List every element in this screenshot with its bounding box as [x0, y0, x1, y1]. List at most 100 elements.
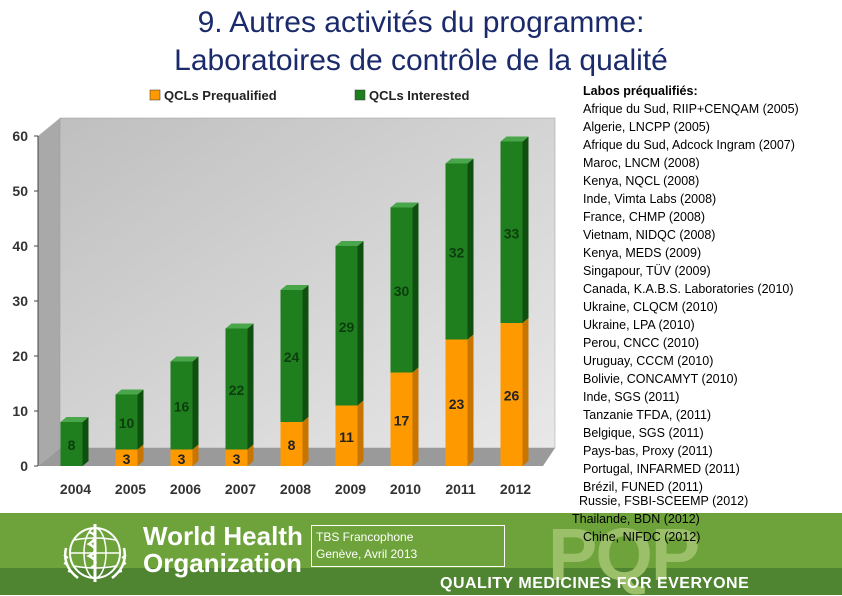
- lab-item: Uruguay, CCCM (2010): [583, 354, 714, 368]
- bar-prequalified-front: [170, 449, 193, 466]
- bar-interested-top: [445, 158, 474, 164]
- who-line-2: Organization: [143, 548, 302, 578]
- event-box: TBS Francophone Genève, Avril 2013: [311, 525, 505, 567]
- bar-label-interested: 16: [174, 399, 190, 415]
- bar-prequalified-front: [280, 422, 303, 466]
- bar-label-interested: 32: [449, 245, 465, 261]
- lab-item: Canada, K.A.B.S. Laboratories (2010): [583, 282, 794, 296]
- bar-label-interested: 8: [68, 437, 76, 453]
- lab-item: Afrique du Sud, Adcock Ingram (2007): [583, 138, 795, 152]
- pqp-watermark: PQP: [548, 513, 700, 596]
- event-line-1: TBS Francophone: [316, 530, 414, 544]
- qcl-stacked-bar-chart: 8 3 10 3 16 3 22 8 24 11 29 17 30 23 32 26 33 0 10 20 30 40 5…: [12, 88, 556, 497]
- lab-item: Belgique, SGS (2011): [583, 426, 704, 440]
- bar-label-interested: 30: [394, 283, 410, 299]
- bar-interested-side: [467, 158, 474, 340]
- bar-prequalified-side: [522, 318, 529, 466]
- lab-item: Ukraine, LPA (2010): [583, 318, 695, 332]
- bar-label-prequalified: 17: [394, 412, 410, 428]
- lab-item: Thailande, BDN (2012): [572, 512, 700, 526]
- bar-prequalified-front: [390, 372, 413, 466]
- bar-prequalified-front: [335, 405, 358, 466]
- bar-label-interested: 10: [119, 415, 135, 431]
- title-line-2: Laboratoires de contrôle de la qualité: [174, 44, 668, 77]
- x-tick-label: 2006: [170, 481, 201, 497]
- bar-label-prequalified: 3: [233, 451, 241, 467]
- bar-label-prequalified: 3: [123, 451, 131, 467]
- bar-interested: [390, 202, 419, 373]
- event-line-2: Genève, Avril 2013: [316, 547, 418, 561]
- y-tick-label: 10: [12, 403, 28, 419]
- lab-item: Inde, SGS (2011): [583, 390, 680, 404]
- bar-interested-top: [225, 323, 254, 329]
- legend-label: QCLs Interested: [369, 88, 469, 103]
- bar-interested-front: [60, 422, 83, 466]
- bar-interested-side: [137, 389, 144, 450]
- lab-item: Tanzanie TFDA, (2011): [583, 408, 712, 422]
- bar-label-prequalified: 26: [504, 388, 520, 404]
- bar-prequalified-side: [137, 444, 144, 466]
- lab-item: Singapour, TÜV (2009): [583, 264, 711, 278]
- bar-interested-front: [280, 290, 303, 422]
- bar-interested: [500, 136, 529, 323]
- legend-swatch: [354, 89, 366, 101]
- who-logo-text: World Health Organization: [143, 523, 303, 577]
- lab-item: Algerie, LNCPP (2005): [583, 120, 710, 134]
- bar-interested-front: [170, 361, 193, 450]
- x-tick-label: 2005: [115, 481, 146, 497]
- footer-tagline-band: [0, 568, 842, 595]
- y-tick-label: 20: [12, 348, 28, 364]
- bar-label-prequalified: 3: [178, 451, 186, 467]
- bar-interested-side: [192, 356, 199, 450]
- bar-interested-front: [390, 207, 413, 373]
- bar-interested-top: [500, 136, 529, 142]
- lab-item: Pays-bas, Proxy (2011): [583, 444, 713, 458]
- prequalified-labs-list: Labos préqualifiés: Afrique du Sud, RIIP…: [570, 82, 842, 496]
- bar-prequalified-side: [412, 367, 419, 466]
- bar-interested: [445, 158, 474, 340]
- bar-prequalified: [500, 318, 529, 466]
- bar-interested-side: [82, 417, 89, 466]
- lab-item: Ukraine, CLQCM (2010): [583, 300, 718, 314]
- bar-interested: [60, 417, 89, 466]
- page-title: 9. Autres activités du programme: Labora…: [0, 4, 842, 80]
- y-tick-label: 60: [12, 128, 28, 144]
- bar-interested-top: [170, 356, 199, 362]
- bar-label-interested: 24: [284, 349, 300, 365]
- tagline: QUALITY MEDICINES FOR EVERYONE: [440, 575, 750, 592]
- lab-item: France, CHMP (2008): [583, 210, 706, 224]
- y-tick-label: 0: [20, 458, 28, 474]
- labs-overflow-list: Russie, FSBI-SCEEMP (2012) Thailande, BDN…: [570, 492, 842, 546]
- x-tick-label: 2007: [225, 481, 256, 497]
- bar-interested: [280, 285, 309, 422]
- bar-interested-front: [335, 246, 358, 406]
- bar-interested-side: [522, 136, 529, 323]
- lab-item: Maroc, LNCM (2008): [583, 156, 700, 170]
- who-line-1: World Health: [143, 521, 303, 551]
- bar-prequalified-front: [500, 323, 523, 466]
- x-tick-label: 2009: [335, 481, 366, 497]
- lab-item: Russie, FSBI-SCEEMP (2012): [579, 494, 749, 508]
- y-tick-label: 40: [12, 238, 28, 254]
- bar-prequalified-side: [467, 334, 474, 466]
- bar-label-interested: 29: [339, 319, 355, 335]
- bar-prequalified-side: [192, 444, 199, 466]
- bar-interested-top: [390, 202, 419, 208]
- lab-item: Inde, Vimta Labs (2008): [583, 192, 717, 206]
- bar-label-prequalified: 11: [339, 429, 354, 445]
- bar-interested: [225, 323, 254, 450]
- bar-interested-top: [280, 285, 309, 290]
- bar-prequalified-front: [115, 449, 138, 466]
- bar-prequalified-front: [225, 449, 248, 466]
- lab-item: Vietnam, NIDQC (2008): [583, 228, 716, 242]
- bar-interested-side: [302, 285, 309, 422]
- plot-side-wall: [38, 118, 60, 466]
- bar-prequalified-front: [445, 339, 468, 466]
- labs-items: Afrique du Sud, RIIP+CENQAM (2005) Algeri…: [570, 100, 842, 496]
- bar-label-interested: 22: [229, 382, 245, 398]
- labs-header: Labos préqualifiés:: [583, 84, 698, 98]
- bar-prequalified-side: [247, 444, 254, 466]
- lab-item: Brézil, FUNED (2011): [583, 480, 703, 494]
- labs-overflow-items: Russie, FSBI-SCEEMP (2012) Thailande, BDN…: [570, 492, 842, 546]
- lab-item: Chine, NIFDC (2012): [583, 530, 701, 544]
